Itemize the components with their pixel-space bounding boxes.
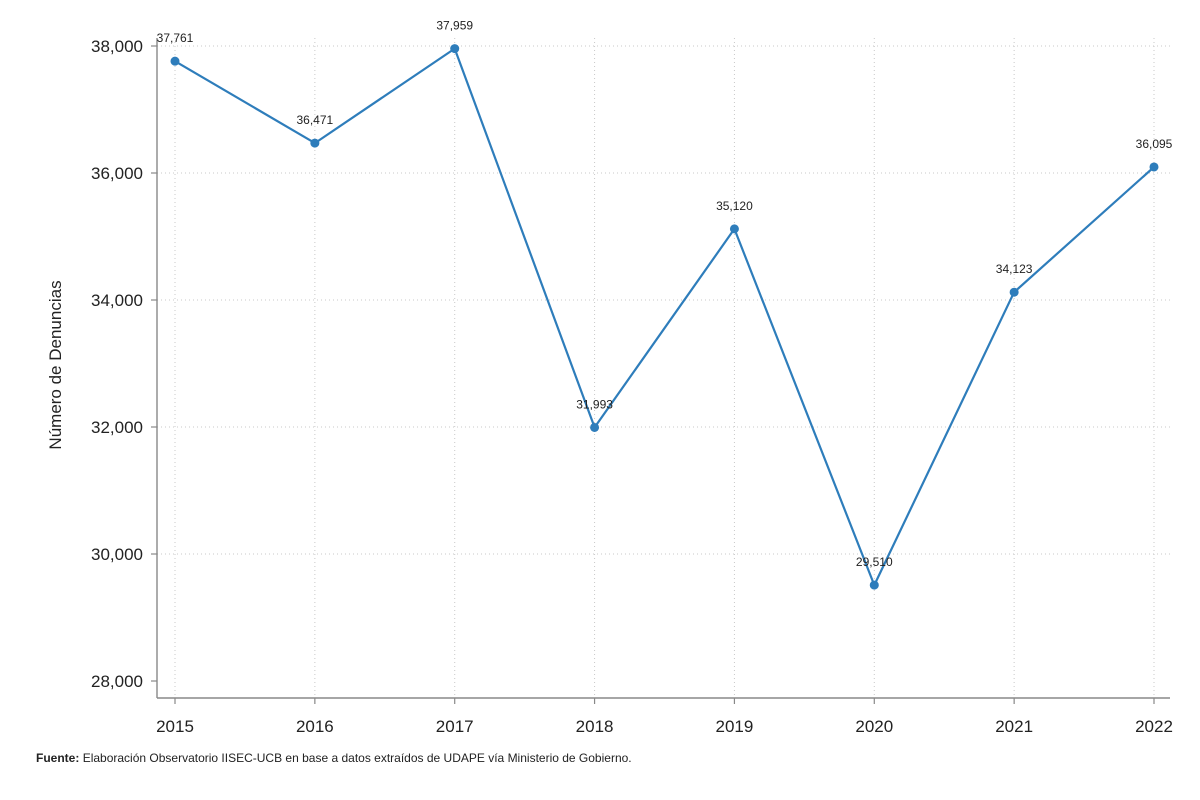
x-tick-label: 2017 [436, 717, 474, 736]
series-layer [170, 44, 1159, 590]
data-label: 36,471 [297, 113, 334, 127]
source-label: Fuente: [36, 751, 80, 765]
x-tick-label: 2016 [296, 717, 334, 736]
data-label: 37,959 [436, 19, 473, 33]
x-tick-label: 2019 [716, 717, 754, 736]
data-point [310, 138, 320, 148]
data-point [1009, 287, 1019, 297]
data-point [869, 580, 879, 590]
y-tick-label: 38,000 [91, 37, 143, 56]
grid-lines [157, 38, 1170, 698]
data-point [170, 56, 180, 66]
x-tick-label: 2015 [156, 717, 194, 736]
y-axis-label: Número de Denuncias [46, 280, 65, 449]
series-line [174, 47, 1155, 587]
data-label: 34,123 [996, 262, 1033, 276]
data-label: 37,761 [157, 31, 194, 45]
y-tick-label: 30,000 [91, 545, 143, 564]
data-labels: 37,761 36,471 37,959 31,993 35,120 29,510 34,1… [157, 19, 1173, 570]
x-tick-labels: 2015 2016 2017 2018 2019 2020 2021 2022 [156, 717, 1173, 736]
y-tick-label: 36,000 [91, 164, 143, 183]
data-point [590, 422, 600, 432]
x-tick-label: 2021 [995, 717, 1033, 736]
data-point [1149, 162, 1159, 172]
y-tick-label: 28,000 [91, 672, 143, 691]
axes [151, 38, 1170, 704]
x-tick-label: 2018 [576, 717, 614, 736]
x-tick-label: 2022 [1135, 717, 1173, 736]
source-note: Fuente: Elaboración Observatorio IISEC-U… [36, 751, 632, 765]
data-point [450, 44, 460, 54]
line-chart: 28,000 30,000 32,000 34,000 36,000 38,000 201… [46, 19, 1173, 736]
source-text: Elaboración Observatorio IISEC-UCB en ba… [82, 751, 632, 765]
data-label: 36,095 [1136, 137, 1173, 151]
y-tick-labels: 28,000 30,000 32,000 34,000 36,000 38,000 [91, 37, 143, 691]
data-point [729, 224, 739, 234]
data-label: 35,120 [716, 199, 753, 213]
x-tick-label: 2020 [855, 717, 893, 736]
y-tick-label: 32,000 [91, 418, 143, 437]
data-label: 29,510 [856, 555, 893, 569]
y-tick-label: 34,000 [91, 291, 143, 310]
data-label: 31,993 [576, 397, 613, 411]
